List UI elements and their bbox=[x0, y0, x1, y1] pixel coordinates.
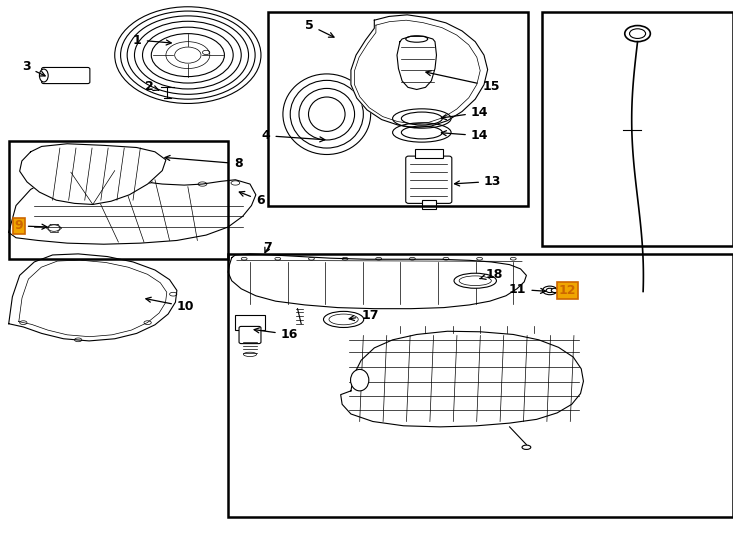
Text: 12: 12 bbox=[556, 284, 576, 297]
Bar bbox=[228, 254, 733, 517]
Ellipse shape bbox=[454, 273, 496, 288]
Polygon shape bbox=[9, 178, 256, 244]
Ellipse shape bbox=[40, 69, 48, 82]
Bar bbox=[269, 12, 528, 206]
Bar bbox=[236, 315, 265, 330]
Text: 1: 1 bbox=[133, 33, 171, 46]
Polygon shape bbox=[397, 36, 437, 90]
Text: 4: 4 bbox=[262, 129, 325, 142]
Polygon shape bbox=[341, 331, 584, 427]
Ellipse shape bbox=[551, 288, 559, 293]
Bar bbox=[415, 148, 443, 158]
Polygon shape bbox=[228, 254, 526, 309]
Text: 6: 6 bbox=[239, 192, 264, 207]
Polygon shape bbox=[351, 15, 487, 127]
FancyBboxPatch shape bbox=[406, 156, 452, 204]
Text: 9: 9 bbox=[15, 219, 47, 232]
Text: 5: 5 bbox=[305, 18, 334, 37]
Text: 2: 2 bbox=[145, 80, 159, 93]
Text: 14: 14 bbox=[441, 129, 488, 142]
Text: 13: 13 bbox=[454, 175, 501, 188]
Bar bbox=[422, 200, 436, 210]
Text: 3: 3 bbox=[22, 60, 46, 76]
Ellipse shape bbox=[351, 369, 368, 391]
Ellipse shape bbox=[546, 288, 553, 293]
Text: 15: 15 bbox=[426, 71, 500, 93]
Text: 8: 8 bbox=[165, 156, 242, 170]
Bar bbox=[542, 12, 733, 246]
Bar bbox=[9, 141, 228, 259]
Polygon shape bbox=[9, 254, 177, 341]
Text: 10: 10 bbox=[146, 297, 195, 313]
Ellipse shape bbox=[542, 286, 557, 295]
Text: 11: 11 bbox=[509, 283, 545, 296]
Ellipse shape bbox=[324, 312, 364, 327]
Polygon shape bbox=[20, 144, 166, 205]
Text: 18: 18 bbox=[480, 268, 503, 281]
Text: 16: 16 bbox=[254, 328, 298, 341]
Ellipse shape bbox=[522, 445, 531, 449]
Text: 14: 14 bbox=[441, 106, 488, 120]
Text: 7: 7 bbox=[264, 241, 272, 254]
Text: 17: 17 bbox=[349, 309, 379, 322]
FancyBboxPatch shape bbox=[239, 326, 261, 343]
FancyBboxPatch shape bbox=[42, 68, 90, 84]
